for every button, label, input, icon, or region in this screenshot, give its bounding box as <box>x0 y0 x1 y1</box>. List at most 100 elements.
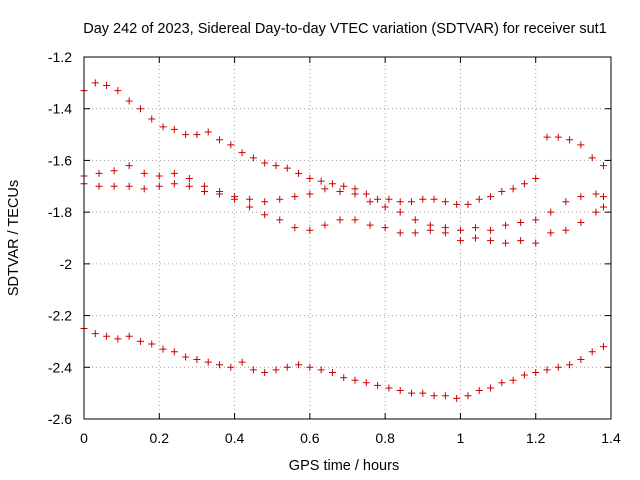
data-point-satellite-1 <box>182 131 190 139</box>
data-point-satellite-1 <box>419 195 427 203</box>
x-tick-label: 1.4 <box>601 430 621 446</box>
data-point-satellite-1 <box>91 79 99 87</box>
data-point-satellite-1 <box>340 182 348 190</box>
y-tick-label: -2 <box>60 256 73 272</box>
data-point-satellite-2 <box>599 193 607 201</box>
grid-lines <box>84 57 611 419</box>
data-point-satellite-2 <box>502 221 510 229</box>
data-point-satellite-2 <box>261 211 269 219</box>
data-point-satellite-2 <box>592 190 600 198</box>
y-tick-label: -1.6 <box>48 152 72 168</box>
data-point-satellite-1 <box>159 123 167 131</box>
data-point-satellite-4 <box>216 361 224 369</box>
data-point-satellite-3 <box>336 187 344 195</box>
x-tick-label: 1 <box>457 430 465 446</box>
data-point-satellite-4 <box>261 368 269 376</box>
data-point-satellite-1 <box>193 131 201 139</box>
data-point-satellite-3 <box>592 208 600 216</box>
data-point-satellite-4 <box>328 368 336 376</box>
data-point-satellite-4 <box>396 387 404 395</box>
data-point-satellite-1 <box>328 180 336 188</box>
data-point-satellite-2 <box>456 226 464 234</box>
data-point-satellite-1 <box>170 125 178 133</box>
axis-ticks <box>83 56 612 420</box>
x-tick-label: 0 <box>80 430 88 446</box>
data-point-satellite-3 <box>517 237 525 245</box>
data-point-satellite-3 <box>291 193 299 201</box>
data-point-satellite-1 <box>136 105 144 113</box>
data-point-satellite-4 <box>566 361 574 369</box>
data-point-satellite-1 <box>588 154 596 162</box>
data-point-satellite-2 <box>276 216 284 224</box>
data-point-satellite-4 <box>532 368 540 376</box>
data-point-satellite-4 <box>204 358 212 366</box>
y-tick-label: -1.2 <box>48 49 72 65</box>
data-point-satellite-4 <box>441 392 449 400</box>
data-point-satellite-3 <box>125 162 133 170</box>
data-point-satellite-1 <box>509 185 517 193</box>
data-point-satellite-4 <box>599 343 607 351</box>
data-point-satellite-4 <box>498 379 506 387</box>
data-point-satellite-1 <box>566 136 574 144</box>
data-point-satellite-4 <box>295 361 303 369</box>
data-point-satellite-4 <box>487 384 495 392</box>
data-point-satellite-1 <box>475 195 483 203</box>
data-point-satellite-4 <box>407 389 415 397</box>
data-point-satellite-1 <box>577 141 585 149</box>
data-point-satellite-3 <box>381 203 389 211</box>
plot-frame <box>83 56 612 420</box>
x-tick-label: 0.8 <box>375 430 395 446</box>
data-point-satellite-4 <box>430 392 438 400</box>
data-point-satellite-1 <box>498 187 506 195</box>
y-tick-label: -2.4 <box>48 359 72 375</box>
data-point-satellite-2 <box>411 229 419 237</box>
data-point-satellite-1 <box>103 81 111 89</box>
data-point-satellite-1 <box>283 164 291 172</box>
data-point-satellite-3 <box>231 193 239 201</box>
data-point-satellite-1 <box>114 87 122 95</box>
data-point-satellite-2 <box>125 182 133 190</box>
x-tick-label: 0.4 <box>225 430 245 446</box>
y-tick-label: -2.6 <box>48 411 72 427</box>
data-point-satellite-1 <box>532 175 540 183</box>
data-point-satellite-3 <box>366 198 374 206</box>
data-point-satellite-1 <box>238 149 246 157</box>
data-point-satellite-4 <box>453 394 461 402</box>
data-point-satellite-3 <box>532 239 540 247</box>
data-point-satellite-4 <box>554 363 562 371</box>
data-point-satellite-2 <box>185 182 193 190</box>
data-point-satellite-2 <box>321 221 329 229</box>
data-point-satellite-4 <box>283 363 291 371</box>
data-point-satellite-4 <box>182 353 190 361</box>
data-point-satellite-4 <box>114 335 122 343</box>
data-point-satellite-4 <box>475 387 483 395</box>
data-point-satellite-4 <box>509 376 517 384</box>
data-point-satellite-4 <box>227 363 235 371</box>
data-point-satellite-3 <box>441 229 449 237</box>
data-point-satellite-4 <box>385 384 393 392</box>
data-point-satellite-3 <box>216 187 224 195</box>
data-point-satellite-2 <box>95 182 103 190</box>
data-point-satellite-2 <box>562 198 570 206</box>
data-point-satellite-1 <box>362 190 370 198</box>
data-point-satellite-2 <box>140 185 148 193</box>
data-point-satellite-4 <box>148 340 156 348</box>
data-point-satellite-4 <box>306 363 314 371</box>
x-tick-label: 1.2 <box>526 430 546 446</box>
data-point-satellite-3 <box>306 190 314 198</box>
data-point-satellite-1 <box>249 154 257 162</box>
data-point-satellite-4 <box>136 337 144 345</box>
data-point-satellite-1 <box>374 195 382 203</box>
data-point-satellite-2 <box>532 216 540 224</box>
data-point-satellite-4 <box>577 356 585 364</box>
data-point-satellite-3 <box>487 237 495 245</box>
data-point-satellite-4 <box>249 366 257 374</box>
data-point-satellite-3 <box>246 195 254 203</box>
data-point-satellite-4 <box>103 332 111 340</box>
data-point-satellite-1 <box>453 200 461 208</box>
data-point-satellite-1 <box>441 198 449 206</box>
data-point-satellite-3 <box>276 195 284 203</box>
x-tick-label: 0.2 <box>150 430 170 446</box>
data-point-satellite-3 <box>577 218 585 226</box>
